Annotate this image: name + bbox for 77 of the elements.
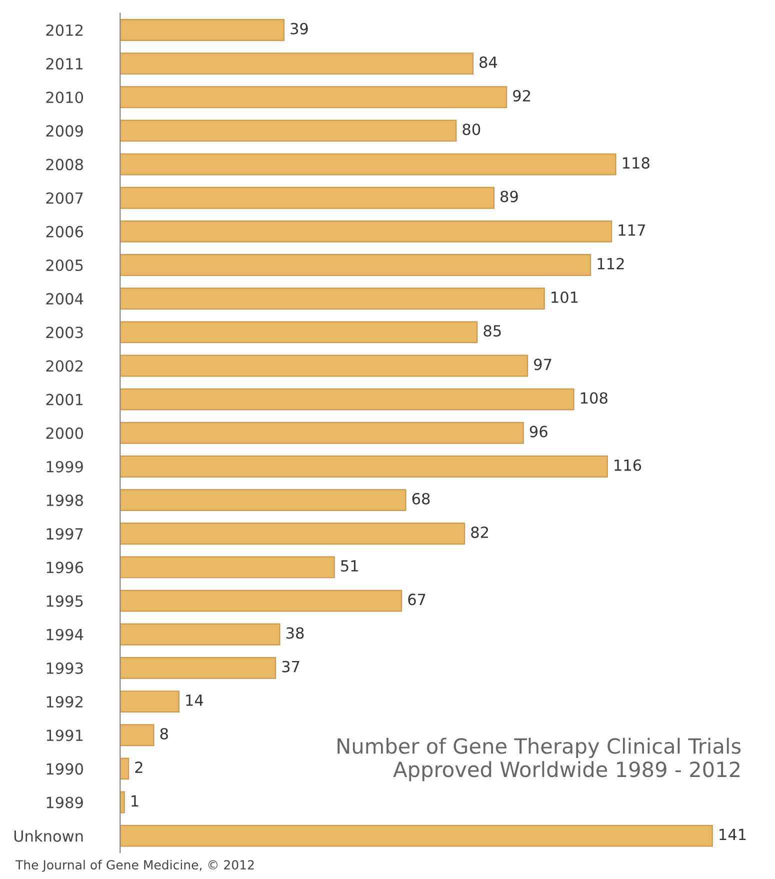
bar [120,556,335,578]
y-tick-label: 2012 [46,24,82,36]
bar [120,52,474,75]
bar [120,656,276,679]
bar [120,186,494,209]
bar [120,254,592,276]
y-tick-label: 1994 [46,628,84,640]
y-tick-label: 1990 [46,763,83,775]
data-label: 2 [135,762,142,773]
bar [120,791,125,814]
y-tick-label: 2004 [46,293,84,305]
data-label: 141 [720,828,746,840]
y-tick-label: 1999 [46,460,83,473]
y-tick-label: 2001 [46,394,83,406]
data-label: 101 [552,291,578,304]
y-tick-label: Unknown [14,830,83,842]
bar [120,758,130,780]
y-tick-label: 1998 [46,494,83,506]
data-label: 85 [484,325,501,337]
y-tick-label: 2002 [46,360,82,372]
data-label: 80 [462,124,480,136]
y-tick-label: 2006 [46,226,84,238]
data-label: 8 [160,728,168,740]
y-tick-label: 1991 [46,730,83,742]
y-tick-label: 2007 [46,192,83,204]
bar [120,623,280,646]
y-tick-label: 2010 [46,92,83,104]
y-tick-label: 2003 [46,326,83,338]
data-label: 108 [580,392,608,404]
data-label: 116 [614,459,642,471]
y-tick-label: 1995 [46,595,83,607]
bar [120,422,524,444]
y-tick-label: 2009 [46,125,83,137]
y-tick-label: 2000 [46,427,83,439]
data-label: 89 [500,190,518,202]
bar [120,489,406,512]
text: Number of Gene Therapy Clinical Trials Approved Worldwide 1989 - 2012 [338,738,741,782]
data-label: 38 [286,627,304,639]
data-label: 96 [530,426,548,438]
y-tick-label: 1997 [46,528,83,540]
data-label: 82 [471,526,488,538]
data-label: 14 [186,694,204,706]
data-label: 84 [480,56,498,68]
bar [120,288,545,310]
bar [120,456,608,478]
data-label: 92 [513,90,530,102]
data-label: 97 [534,358,552,370]
bar [120,220,612,242]
data-label: 1 [132,795,138,806]
bar [120,120,457,142]
bar [120,153,616,176]
data-label: 67 [408,594,426,606]
bar [120,590,402,612]
y-tick-label: 1989 [46,796,83,808]
data-label: 117 [618,224,645,236]
y-tick-label: 1996 [46,562,84,574]
y-tick-label: 2008 [46,158,83,170]
data-label: 51 [341,560,358,572]
bar [120,321,478,344]
bar [120,388,574,410]
bar [120,690,180,712]
bar [120,86,508,108]
data-label: 118 [622,157,650,169]
bar [120,724,154,746]
data-label: 68 [412,492,430,504]
y-tick-label: 2005 [46,259,83,272]
bar [120,19,284,41]
bar [120,824,713,847]
data-label: 37 [282,660,300,672]
bar [120,522,466,545]
y-tick-label: 1992 [46,696,82,708]
text: The Journal of Gene Medicine, © 2012 [15,860,254,872]
y-tick-label: 1993 [46,662,83,674]
bar [120,354,528,377]
data-label: 39 [290,22,308,34]
y-tick-label: 2011 [46,58,83,70]
data-label: 112 [598,258,624,270]
